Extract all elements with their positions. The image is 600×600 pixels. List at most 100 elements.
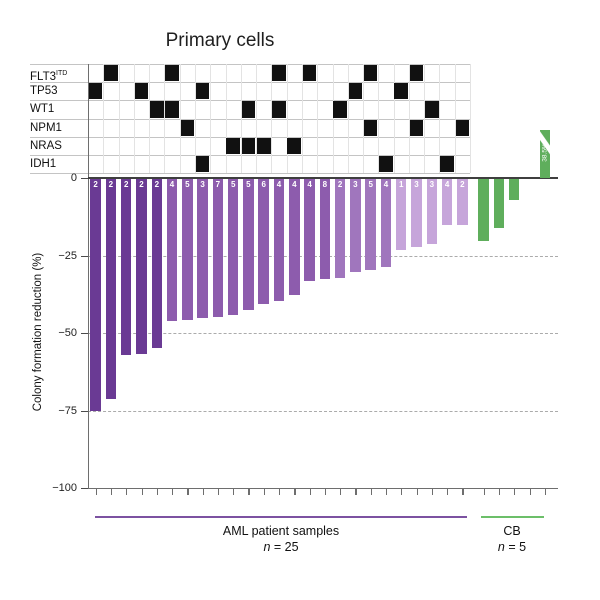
x-tick [187,488,189,495]
bar-value-label: 3 [200,179,205,189]
bar-value-label: 8 [322,179,328,189]
matrix-row-line [30,155,470,156]
y-tick-label: −100 [52,482,77,494]
aml-bar: 2 [90,178,101,412]
y-tick [81,410,88,412]
mutation-cell [195,156,210,173]
aml-bar: 3 [197,178,208,319]
matrix-column-line [332,64,334,174]
bar-value-label: 6 [261,179,266,189]
bar-value-label: 3 [429,179,435,189]
matrix-column-line [470,64,471,174]
mutation-cell [134,83,149,100]
matrix-column-line [317,64,319,174]
x-tick [172,488,174,495]
bar-value-label: 1 [398,179,404,189]
matrix-column-line [454,64,456,174]
x-tick [126,488,128,495]
mutation-cell [165,101,179,118]
bar-value-label: 3 [353,179,358,189]
matrix-column-line [286,64,288,174]
x-tick [141,488,143,495]
matrix-column-line [424,64,426,174]
mutation-cell [149,101,164,118]
mutation-cell [88,83,103,100]
mutation-cell [104,65,118,82]
mutation-cell [409,65,424,82]
y-tick-label: −25 [58,249,77,262]
x-tick [95,488,97,495]
x-tick [370,488,372,495]
cb-group-label: CB [503,524,521,538]
cb-bar [478,178,489,241]
matrix-column-line [118,64,120,174]
bar-value-label: 4 [307,179,312,189]
matrix-column-line [347,64,349,174]
mutation-cell [348,83,363,100]
x-tick [401,488,403,495]
y-tick [81,333,88,335]
mutation-cell [165,65,179,82]
y-tick-label: −50 [58,327,77,339]
x-tick [340,488,342,495]
aml-group-line [95,516,467,518]
matrix-column-line [378,64,380,174]
cb-bar [493,178,505,229]
aml-bar: 2 [136,178,147,354]
aml-bar: 5 [365,178,376,271]
matrix-row-line [30,82,470,84]
cb-bar [508,178,520,201]
matrix-column-line [164,64,166,174]
aml-bar: 5 [227,178,239,315]
x-tick [156,488,159,495]
matrix-column-line [256,64,258,174]
aml-bar: 2 [151,178,163,348]
x-tick [294,488,296,495]
cb-n-label: n = 5 [462,540,562,554]
x-tick [483,488,485,495]
mutation-cell [241,101,256,118]
matrix-column-line [240,64,242,174]
aml-bar: 8 [319,178,331,280]
y-tick-label: 0 [70,172,77,184]
cb-n-italic: n [497,540,505,554]
aml-n-label: n = 25 [131,540,431,554]
matrix-column-line [225,64,227,174]
aml-bar: 3 [350,178,361,272]
aml-group-label: AML patient samples [222,524,340,538]
matrix-column-line [301,64,303,174]
mutation-cell [226,137,240,154]
x-tick [386,488,388,495]
aml-bar: 2 [105,178,117,399]
x-tick [498,488,501,495]
x-tick [279,488,281,495]
x-tick [447,488,449,495]
mutation-cell [302,65,317,82]
y-tick [81,488,88,490]
matrix-row-line [30,173,470,175]
aml-bar: 4 [166,178,178,322]
aml-bar: 7 [212,178,224,317]
mutation-cell [440,156,454,173]
x-tick [416,488,418,495]
matrix-column-line [195,64,196,174]
mutation-cell [363,65,378,82]
bar-value-label: 2 [154,179,160,189]
aml-n-rest: = 25 [270,540,299,554]
matrix-row-line [30,136,470,138]
bar-value-label: 5 [185,179,190,189]
x-tick [217,488,220,495]
bar-value-label: 4 [276,179,282,189]
aml-bar: 5 [243,178,254,311]
aml-bar: 4 [289,178,300,295]
gene-label-tp53: TP53 [30,85,58,98]
matrix-column-line [271,64,273,174]
x-tick [324,488,327,495]
bar-value-label: 4 [444,179,450,189]
x-axis-line [88,488,558,490]
cb-broken-bar-up: 38.5% [539,130,551,178]
aml-bar: 2 [334,178,346,278]
x-tick [462,488,464,495]
aml-bar: 3 [426,178,438,244]
